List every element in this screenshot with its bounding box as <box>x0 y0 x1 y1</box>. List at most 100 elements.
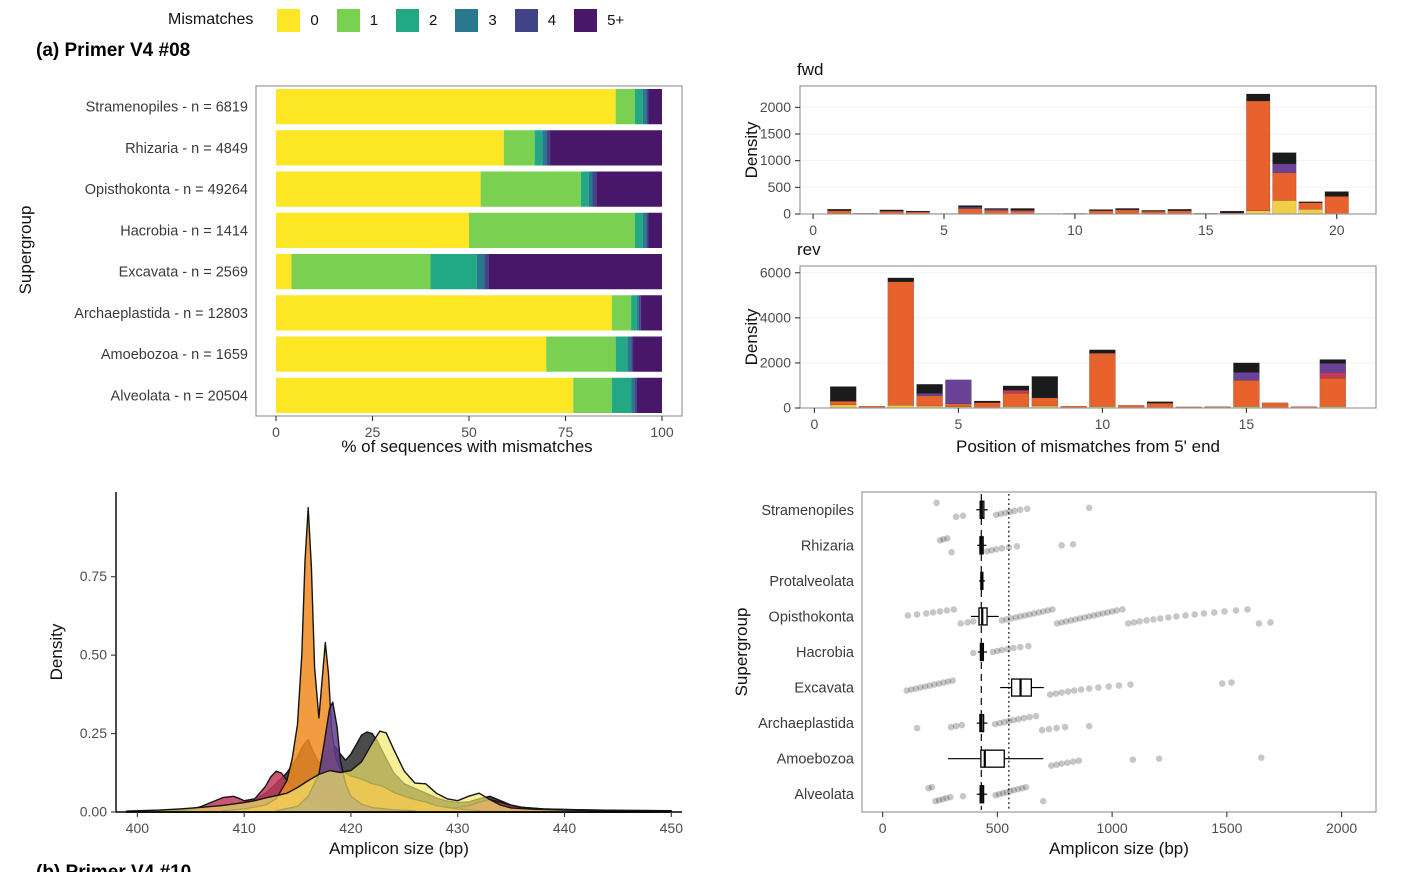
outlier-point <box>1069 758 1077 765</box>
legend-items: 0 1 2 3 4 5+ <box>277 8 642 32</box>
legend-swatch <box>574 8 598 32</box>
outlier-point <box>1058 542 1065 549</box>
stack-bar-segment <box>636 295 639 331</box>
outlier-point <box>1058 619 1065 626</box>
outlier-point <box>1182 612 1189 619</box>
outlier-point <box>1191 611 1199 618</box>
outlier-point <box>958 721 966 729</box>
stack-bar-segment <box>546 336 616 372</box>
outlier-point <box>998 617 1006 624</box>
histogram-bar-segment <box>830 386 857 402</box>
outlier-point <box>1020 714 1028 722</box>
outlier-point <box>969 618 977 625</box>
outlier-point <box>988 547 995 554</box>
outlier-point <box>1058 760 1065 767</box>
stack-bar-segment <box>550 130 662 166</box>
histogram-bar-segment <box>1272 200 1297 215</box>
panel-border <box>799 265 1377 409</box>
box <box>980 749 1005 768</box>
tick-label: 0 <box>783 400 791 416</box>
stack-bar-segment <box>615 336 628 372</box>
stack-bar-segment <box>276 295 612 331</box>
histogram-bar-segment <box>1002 385 1030 391</box>
histogram-bar-segment <box>1089 349 1116 354</box>
outlier-point <box>1010 644 1017 652</box>
outlier-point <box>996 719 1003 727</box>
histogram-bar-segment <box>1319 359 1346 364</box>
outlier-point <box>991 720 999 728</box>
outlier-point <box>947 723 955 731</box>
outlier-point <box>1232 607 1240 614</box>
outlier-point <box>989 648 997 656</box>
stack-bar-segment <box>484 254 489 290</box>
panel-a-title: (a) Primer V4 #08 <box>36 40 191 61</box>
tick-label: 1500 <box>1211 820 1242 836</box>
outlier-point <box>933 499 940 507</box>
category-label: Hacrobia <box>796 645 855 661</box>
legend-swatch <box>277 8 301 32</box>
outlier-point <box>1104 609 1111 616</box>
stack-bar-segment <box>480 171 581 207</box>
legend-item: 0 <box>277 8 319 32</box>
stack-bar-segment <box>580 171 589 207</box>
tick-label: 5 <box>940 222 948 238</box>
outlier-point <box>1064 759 1071 766</box>
legend-swatch <box>336 8 360 32</box>
outlier-point <box>1090 612 1098 619</box>
stack-bar-segment <box>636 377 662 413</box>
outlier-point <box>936 537 944 544</box>
histogram-bar-segment <box>974 402 1001 409</box>
outlier-point <box>1165 614 1172 621</box>
histogram-bar-segment <box>905 210 930 213</box>
tick-label: 2000 <box>1326 820 1357 836</box>
outlier-point <box>950 606 958 613</box>
outlier-point <box>943 607 951 614</box>
tick-label: 0.75 <box>80 568 107 584</box>
outlier-point <box>1200 610 1208 617</box>
outlier-point <box>1053 620 1061 627</box>
category-label: Stramenopiles - n = 6819 <box>86 100 248 116</box>
histogram-bar-segment <box>830 401 857 406</box>
outlier-point <box>999 789 1007 797</box>
box-x-axis-label: Amplicon size (bp) <box>1049 839 1189 858</box>
outlier-point <box>1129 756 1137 763</box>
outlier-point <box>930 681 938 688</box>
tick-label: 0.50 <box>80 647 107 663</box>
histogram-bar-segment <box>1233 362 1260 373</box>
outlier-point <box>1018 784 1026 792</box>
outlier-point <box>932 797 939 805</box>
stack-bar-segment <box>503 130 535 166</box>
category-label: Amoebozoa <box>777 752 855 768</box>
outlier-point <box>1070 687 1078 694</box>
outlier-point <box>939 795 947 803</box>
tick-label: 0 <box>783 206 791 222</box>
outlier-point <box>1010 786 1018 794</box>
legend-label: 3 <box>488 11 497 29</box>
outlier-point <box>959 512 967 520</box>
histogram-bar-segment <box>827 208 852 211</box>
outlier-point <box>1244 606 1251 613</box>
stack-bar-segment <box>634 212 643 248</box>
outlier-point <box>947 793 954 801</box>
category-label: Rhizaria <box>801 538 855 554</box>
tick-label: 500 <box>768 179 792 195</box>
stack-bar-segment <box>615 89 635 125</box>
tick-label: 4000 <box>760 309 791 325</box>
outlier-point <box>913 724 921 732</box>
outlier-point <box>1085 685 1093 692</box>
histogram-bar-segment <box>916 384 943 394</box>
histogram-bar-segment <box>879 210 904 214</box>
stack-bar-segment <box>642 212 647 248</box>
outlier-point <box>995 790 1003 798</box>
outlier-point <box>1069 541 1077 548</box>
outlier-point <box>1014 785 1022 793</box>
panel-border <box>861 491 1377 813</box>
outlier-point <box>1011 507 1018 515</box>
histogram-bar-segment <box>1272 152 1297 165</box>
tick-label: 20 <box>1329 222 1345 238</box>
outlier-point <box>1022 783 1030 791</box>
outlier-point <box>1038 726 1046 734</box>
outlier-point <box>940 679 947 686</box>
tick-label: 410 <box>232 820 256 836</box>
outlier-point <box>929 609 937 616</box>
